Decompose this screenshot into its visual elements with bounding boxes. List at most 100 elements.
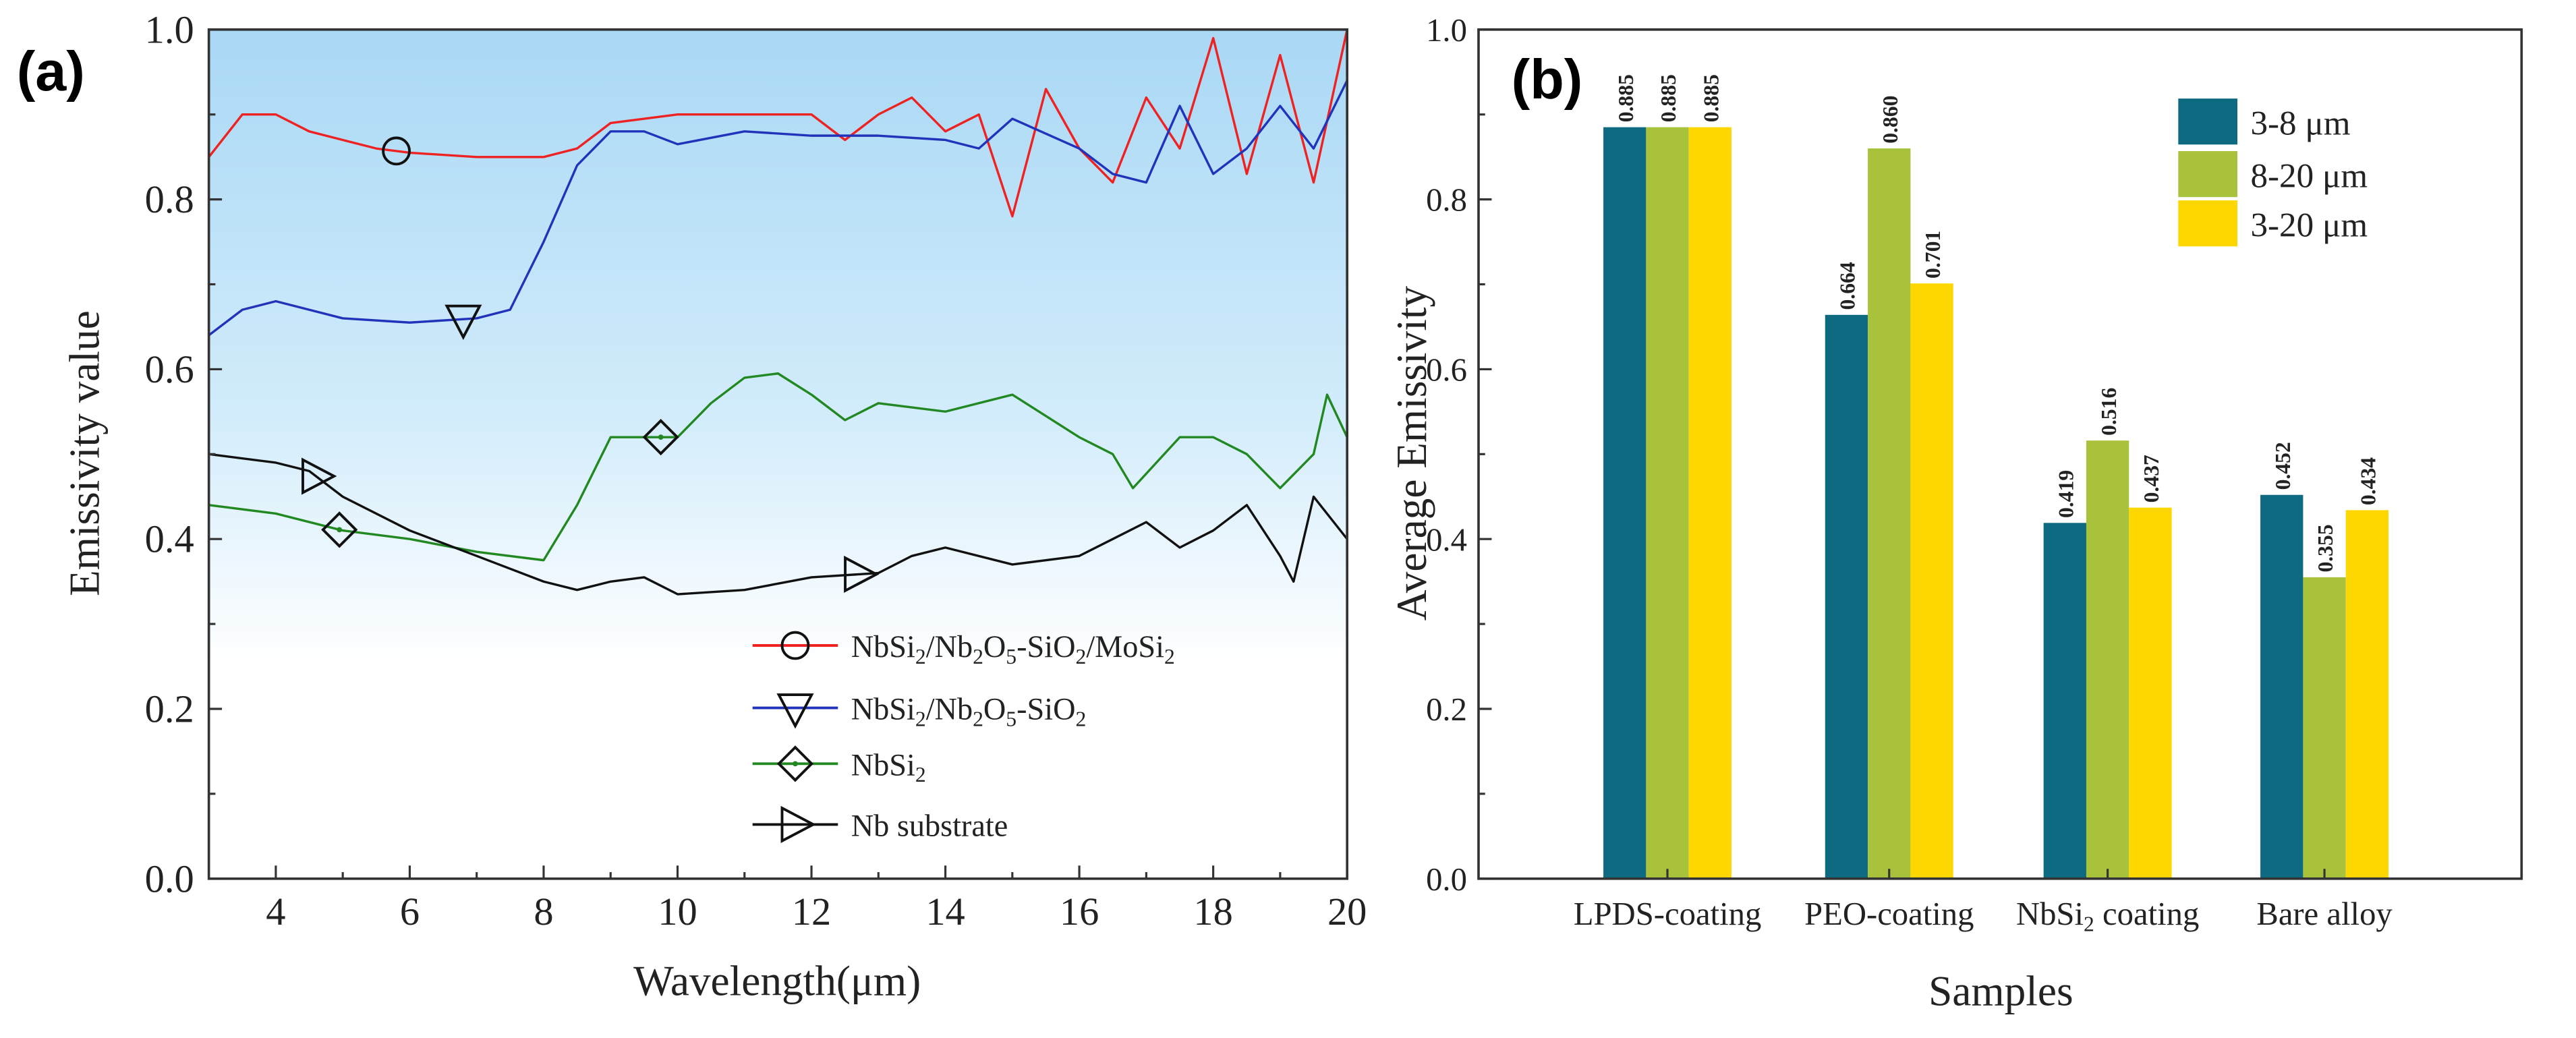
diamond-marker-dot	[337, 527, 343, 533]
diamond-marker	[642, 419, 679, 456]
average-emissivity-bar-chart: 0.885 0.885 0.885 0.664 0.860 0.701 0.419 0.516…	[1388, 12, 2523, 1014]
bar-value-label: 0.516	[2097, 388, 2121, 436]
legend-label-part: /MoSi	[1086, 630, 1164, 664]
y-tick-label: 1.0	[1426, 12, 1467, 49]
bar	[2086, 440, 2129, 879]
bar-value-label: 0.860	[1879, 96, 1902, 144]
diamond-marker-dot	[793, 761, 798, 767]
bar	[1646, 127, 1689, 879]
legend-label-part: 2	[973, 645, 983, 668]
legend-label-part: -SiO	[1017, 630, 1075, 664]
legend-label: NbSi2/Nb2O5-SiO2/MoSi2	[851, 630, 1175, 668]
diamond-marker-dot	[658, 434, 664, 440]
legend-label-part: O	[983, 630, 1006, 664]
x-tick-label: 6	[400, 890, 420, 933]
legend-label-part: /Nb	[926, 693, 973, 727]
x-axis-label: Wavelength(μm)	[633, 958, 921, 1005]
y-tick-label: 0.8	[1426, 182, 1467, 219]
legend-label-part: 2	[1076, 707, 1087, 730]
legend-label-part: NbSi	[851, 693, 915, 727]
x-tick-label-part: PEO-coating	[1804, 896, 1974, 932]
bar	[2043, 523, 2086, 879]
legend-label-part: /Nb	[926, 630, 973, 664]
legend-label-part: 5	[1006, 707, 1017, 730]
triangle-down-marker	[445, 304, 482, 341]
y-axis-label: Average Emissivity	[1388, 286, 1435, 621]
legend-label: 8-20 μm	[2250, 157, 2368, 196]
legend-label-part: Nb substrate	[851, 809, 1008, 843]
bar-value-label: 0.664	[1836, 262, 1860, 310]
legend-label: 3-8 μm	[2250, 105, 2350, 143]
y-axis-label: Emissivity value	[61, 310, 108, 596]
bar-value-label: 0.452	[2271, 442, 2295, 490]
legend-label: NbSi2/Nb2O5-SiO2	[851, 693, 1087, 731]
x-tick-label: Bare alloy	[2256, 896, 2393, 932]
x-tick-label-part: NbSi	[2016, 896, 2084, 932]
legend-label-part: NbSi	[851, 748, 915, 782]
x-tick-label: PEO-coating	[1804, 896, 1974, 932]
triangle-right-marker	[302, 457, 337, 495]
x-tick-label: 18	[1193, 890, 1232, 933]
bar	[1688, 127, 1731, 879]
bar-value-label: 0.419	[2054, 470, 2078, 518]
bar	[1825, 314, 1868, 879]
diamond-marker	[776, 745, 814, 782]
legend-label: 3-20 μm	[2250, 206, 2368, 245]
bar	[1603, 127, 1647, 879]
legend-label-part: 2	[915, 645, 926, 668]
legend-label: NbSi2	[851, 748, 926, 786]
emissivity-line-chart: 4 6 8 10 12 14 16 18 200.00.20.40.60.81.0 NbSi2/…	[17, 7, 1367, 1004]
legend-label-part: 2	[915, 707, 926, 730]
x-tick-label: 16	[1060, 890, 1099, 933]
bar	[2303, 577, 2346, 879]
legend-label-part: 2	[1076, 645, 1087, 668]
x-tick-label-part: coating	[2094, 896, 2199, 932]
plot-background	[208, 29, 1348, 879]
y-tick-label: 0.4	[1426, 521, 1467, 558]
legend-label-part: O	[983, 693, 1006, 727]
legend-label-part: NbSi	[851, 630, 915, 664]
bar-value-label: 0.885	[1700, 74, 1723, 122]
x-tick-label-part: 2	[2084, 913, 2094, 936]
y-tick-label: 0.2	[1426, 691, 1467, 728]
triangle-right-marker	[780, 805, 816, 844]
legend-entry: Nb substrate	[752, 805, 1008, 844]
y-tick-label: 0.2	[145, 687, 194, 730]
bar	[2129, 507, 2172, 879]
legend-entry: NbSi2/Nb2O5-SiO2/MoSi2	[752, 630, 1175, 668]
circle-marker	[780, 631, 810, 660]
x-tick-label: 10	[658, 890, 697, 933]
triangle-right-marker	[844, 555, 880, 594]
bar	[2260, 494, 2303, 879]
x-tick-label: 20	[1327, 890, 1367, 933]
legend-label-part: 2	[1164, 645, 1175, 668]
bar-value-label: 0.355	[2314, 524, 2337, 572]
series-line-0	[208, 29, 1348, 218]
legend-entry: NbSi2/Nb2O5-SiO2	[752, 693, 1087, 731]
circle-marker	[382, 136, 411, 166]
series-line-2	[208, 372, 1348, 562]
legend-entry: 3-20 μm	[2178, 200, 2368, 247]
y-tick-label: 0.4	[145, 517, 194, 561]
series-line-1	[208, 80, 1348, 337]
y-tick-label: 0.0	[145, 857, 194, 900]
bar	[1910, 283, 1953, 879]
panel-label-a: (a)	[17, 40, 85, 103]
x-tick-label: 4	[266, 890, 285, 933]
legend-label-part: 2	[973, 707, 983, 730]
legend-entry: NbSi2	[752, 745, 926, 786]
legend-label: Nb substrate	[851, 809, 1008, 843]
triangle-down-marker	[776, 693, 814, 729]
legend-swatch	[2178, 151, 2238, 198]
bar-value-label: 0.701	[1921, 231, 1945, 279]
legend-swatch	[2178, 200, 2238, 247]
legend-entry: 8-20 μm	[2178, 151, 2368, 198]
y-tick-label: 0.6	[1426, 351, 1467, 388]
x-tick-label: NbSi2 coating	[2016, 896, 2199, 936]
y-tick-label: 0.8	[145, 177, 194, 221]
bar	[1868, 148, 1911, 879]
y-tick-label: 0.6	[145, 347, 194, 391]
x-tick-label: LPDS-coating	[1574, 896, 1762, 932]
bar-value-label: 0.885	[1657, 74, 1680, 122]
